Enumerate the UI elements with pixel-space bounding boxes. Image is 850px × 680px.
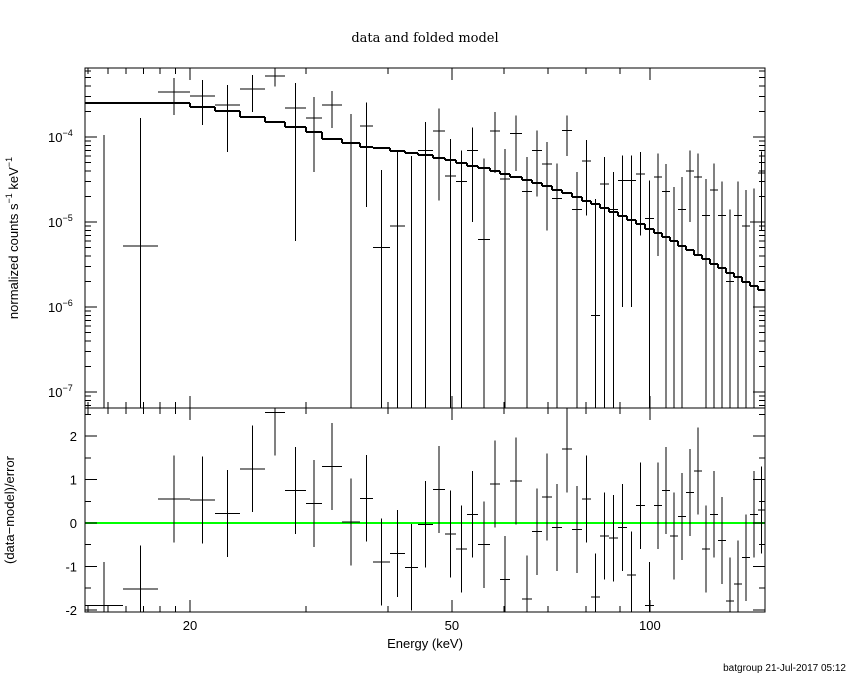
y-tick-label: -1 (65, 559, 77, 574)
y-axis-label-part: −1 (4, 157, 14, 167)
bottom-plot (85, 408, 765, 612)
x-tick-label: 100 (639, 618, 661, 633)
x-tick-label: 20 (183, 618, 197, 633)
y-axis-label: normalized counts s−1 keV−1 (4, 157, 21, 319)
chart-title: data and folded model (351, 31, 498, 46)
x-axis-label: Energy (keV) (387, 636, 463, 651)
footer: batgroup 21-Jul-2017 05:12 (723, 663, 846, 674)
y-tick-label: 0 (70, 516, 77, 531)
bottom-frame (84, 407, 766, 613)
x-tick-label: 50 (445, 618, 459, 633)
y-tick-label: 1 (70, 473, 77, 488)
y-tick-exponent: −6 (62, 298, 72, 308)
top-plot (85, 68, 765, 408)
y-axis-label-part: keV (6, 167, 21, 193)
y-axis-label-part: normalized counts s (6, 203, 21, 319)
y-tick-exponent: −4 (62, 128, 72, 138)
y-axis-label-part: −1 (4, 193, 14, 203)
y-tick-label: -2 (65, 603, 77, 618)
y-tick-label: 2 (70, 429, 77, 444)
y-axis-label: (data−model)/error (2, 455, 17, 564)
y-tick-exponent: −5 (62, 213, 72, 223)
y-tick-exponent: −7 (62, 383, 72, 393)
